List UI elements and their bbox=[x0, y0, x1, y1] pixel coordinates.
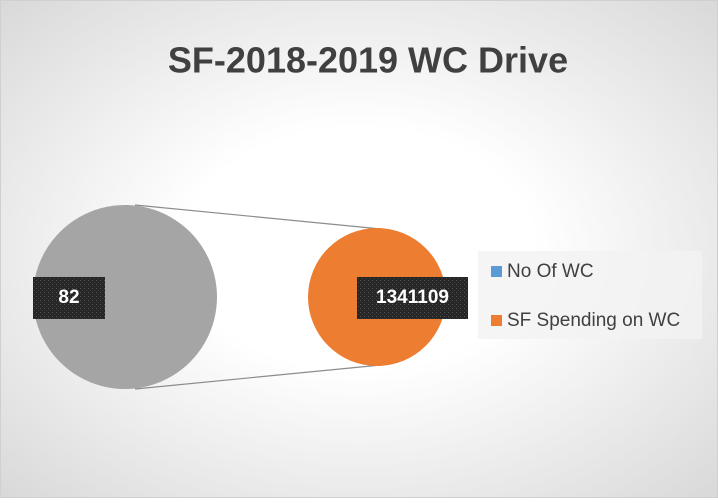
data-label: 82 bbox=[58, 287, 79, 308]
legend-swatch bbox=[491, 266, 502, 277]
data-label: 1341109 bbox=[376, 287, 449, 308]
legend-swatch bbox=[491, 315, 502, 326]
legend-label: No Of WC bbox=[507, 261, 594, 282]
legend-label: SF Spending on WC bbox=[507, 310, 680, 331]
chart-title: SF-2018-2019 WC Drive bbox=[168, 40, 568, 81]
